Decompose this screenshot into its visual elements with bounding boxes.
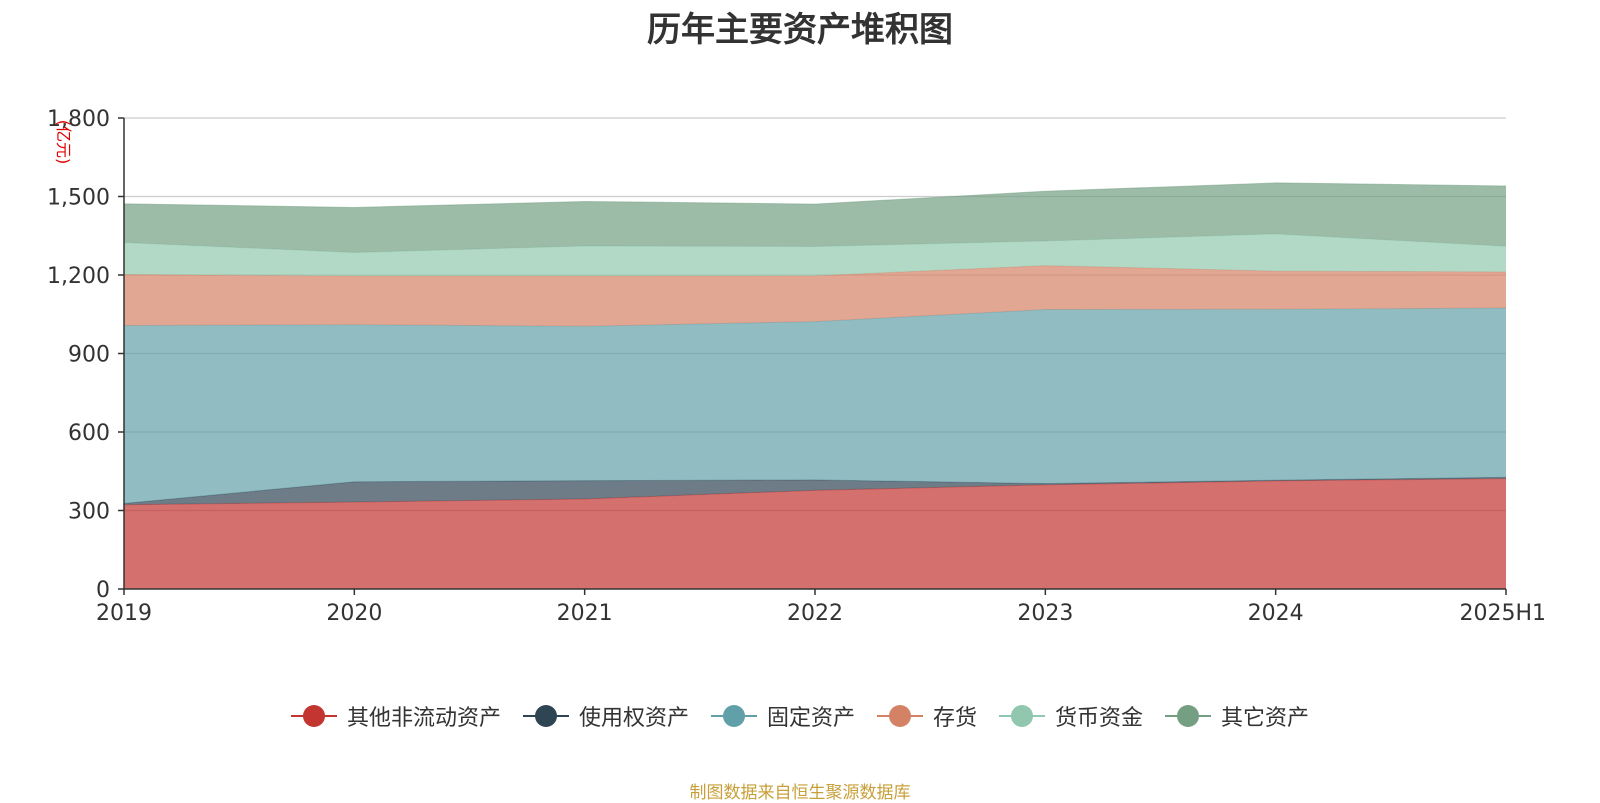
legend-item-4[interactable]: 货币资金 [999, 700, 1143, 732]
y-tick-label-3: 900 [68, 343, 110, 368]
y-tick-label-2: 600 [68, 421, 110, 446]
series-area-4 [124, 233, 1506, 277]
y-tick-label-0: 0 [96, 578, 110, 603]
data-source-note: 制图数据来自恒生聚源数据库 [689, 783, 911, 803]
legend-label: 其他非流动资产 [346, 706, 501, 731]
x-tick-label-4: 2023 [1017, 601, 1073, 626]
x-tick-label-5: 2024 [1248, 601, 1304, 626]
y-tick-label-1: 300 [68, 500, 110, 525]
y-tick-label-5: 1,500 [47, 186, 110, 211]
axes: 0 300 600 900 1,200 1,500 1,800 2019 2020 2021 202… [47, 107, 1546, 626]
legend-label: 固定资产 [766, 706, 855, 731]
legend-marker-icon [1165, 704, 1212, 728]
y-tick-label-4: 1,200 [47, 264, 110, 289]
legend-marker-icon [999, 704, 1046, 728]
legend-marker-icon [290, 704, 337, 728]
x-tick-label-3: 2022 [787, 601, 843, 626]
series-edge-0 [123, 478, 1507, 506]
legend-marker-icon [710, 704, 757, 728]
legend-label: 其它资产 [1221, 706, 1310, 731]
legend-item-2[interactable]: 固定资产 [710, 700, 855, 732]
chart-legend: 其他非流动资产 使用权资产 固定资产 存货 货币资金 其它资产 [0, 700, 1600, 732]
y-axis-unit-label: (亿元) [54, 120, 73, 165]
x-tick-label-6: 2025H1 [1459, 601, 1546, 626]
series-area-2 [124, 307, 1506, 504]
series-area-0 [124, 478, 1506, 589]
legend-item-1[interactable]: 使用权资产 [522, 700, 689, 732]
legend-label: 货币资金 [1055, 706, 1144, 731]
legend-label: 存货 [933, 706, 978, 731]
y-tick-label-6: 1,800 [47, 107, 110, 132]
series-areas [123, 182, 1507, 589]
legend-item-3[interactable]: 存货 [877, 700, 977, 732]
legend-label: 使用权资产 [578, 706, 689, 731]
series-area-5 [124, 182, 1506, 253]
series-area-1 [124, 477, 1506, 505]
legend-item-5[interactable]: 其它资产 [1165, 700, 1309, 732]
series-area-3 [124, 265, 1506, 327]
series-edge-5 [123, 182, 1507, 208]
x-tick-label-2: 2021 [557, 601, 613, 626]
legend-marker-icon [522, 704, 569, 728]
x-tick-label-1: 2020 [326, 601, 382, 626]
legend-marker-icon [877, 704, 923, 728]
x-tick-label-0: 2019 [96, 601, 152, 626]
legend-item-0[interactable]: 其他非流动资产 [290, 700, 501, 732]
chart-title: 历年主要资产堆积图 [647, 10, 953, 50]
